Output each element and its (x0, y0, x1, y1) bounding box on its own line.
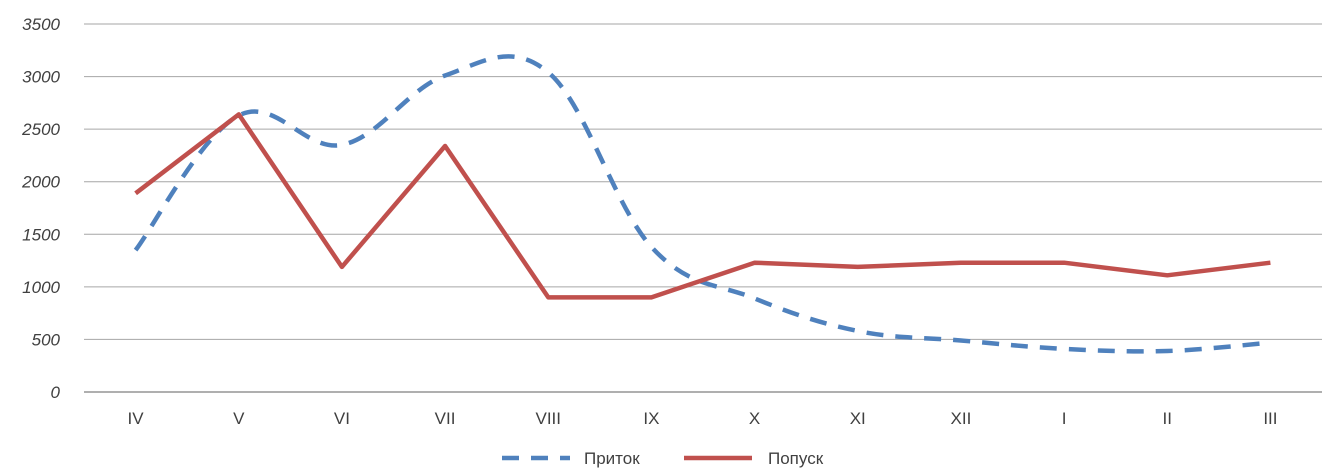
x-tick-label: X (749, 409, 760, 428)
series-layer (133, 54, 1271, 354)
y-axis-ticks: 0 500 1000 1500 2000 2500 3000 3500 (21, 15, 60, 402)
y-tick-label: 2000 (21, 173, 60, 192)
x-tick-label: IX (643, 409, 659, 428)
y-tick-label: 1500 (22, 225, 60, 244)
legend-label-2: Попуск (768, 449, 824, 468)
x-tick-label: XII (951, 409, 972, 428)
legend-label-1: Приток (584, 449, 640, 468)
x-axis-ticks: IV V VI VII VIII IX X XI XII I II III (128, 409, 1278, 428)
x-tick-label: VII (435, 409, 456, 428)
y-tick-label: 1000 (22, 278, 60, 297)
x-tick-label: I (1062, 409, 1067, 428)
series-line-2 (134, 112, 1271, 300)
y-tick-label: 3000 (22, 68, 60, 87)
x-tick-label: XI (850, 409, 866, 428)
x-tick-label: VIII (535, 409, 561, 428)
x-tick-label: III (1263, 409, 1277, 428)
x-tick-label: II (1163, 409, 1172, 428)
series-line-1 (133, 54, 1271, 354)
y-tick-label: 500 (32, 330, 61, 349)
grid-layer (84, 23, 1322, 393)
legend: Приток Попуск (502, 449, 824, 468)
x-tick-label: IV (128, 409, 145, 428)
x-tick-label: VI (334, 409, 350, 428)
y-tick-label: 3500 (22, 15, 60, 34)
y-tick-label: 0 (51, 383, 61, 402)
x-tick-label: V (233, 409, 245, 428)
y-tick-label: 2500 (21, 120, 60, 139)
